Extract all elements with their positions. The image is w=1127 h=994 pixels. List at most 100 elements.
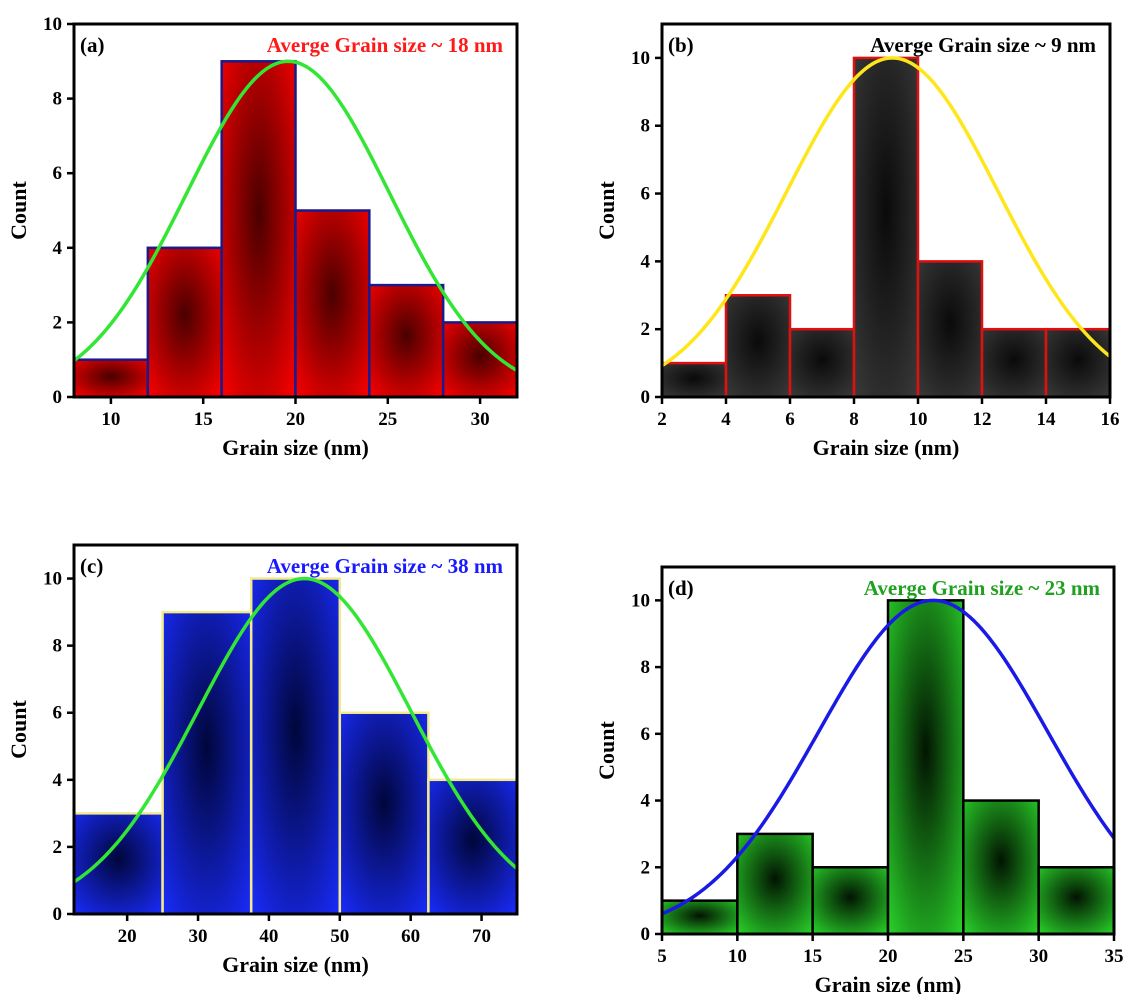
x-tick-label: 16 <box>1101 409 1120 430</box>
x-tick-label: 10 <box>728 946 747 967</box>
x-tick-label: 2 <box>657 409 667 430</box>
x-tick-label: 20 <box>286 409 305 430</box>
y-tick-label: 2 <box>53 312 63 333</box>
panel-d: 5 10 15 20 25 30 35 0 2 4 6 8 10 Grain size (nm) Count… <box>594 565 1124 994</box>
x-tick-label: 30 <box>189 926 208 947</box>
panel-label: (b) <box>668 33 694 57</box>
y-tick-label: 4 <box>641 791 651 812</box>
histogram-bar <box>161 610 253 916</box>
histogram-bar <box>1044 327 1112 399</box>
y-tick-label: 10 <box>631 48 650 69</box>
histogram-bar <box>811 866 890 936</box>
average-grain-size-annotation: Averge Grain size ~ 38 nm <box>267 554 504 578</box>
histogram-bar <box>788 327 856 399</box>
x-tick-label: 5 <box>657 946 667 967</box>
x-axis-label: Grain size (nm) <box>815 972 962 994</box>
x-tick-label: 50 <box>330 926 349 947</box>
histogram-bar <box>368 283 445 399</box>
histogram-bar <box>441 321 519 399</box>
histogram-bar <box>724 294 792 399</box>
x-tick-label: 20 <box>118 926 137 947</box>
panel-label: (c) <box>80 554 103 578</box>
x-tick-label: 60 <box>401 926 420 947</box>
histogram-bar <box>427 778 519 916</box>
plot-frame <box>660 22 1112 399</box>
y-tick-label: 0 <box>641 924 651 945</box>
x-axis-label: Grain size (nm) <box>222 435 369 460</box>
x-tick-label: 4 <box>721 409 731 430</box>
x-tick-label: 12 <box>973 409 992 430</box>
x-tick-label: 14 <box>1037 409 1057 430</box>
histogram-bar <box>962 799 1040 936</box>
x-tick-label: 70 <box>472 926 491 947</box>
histogram-bar <box>220 60 297 399</box>
y-tick-label: 2 <box>53 837 63 858</box>
y-axis-label: Count <box>594 180 619 239</box>
y-tick-label: 8 <box>53 636 63 657</box>
y-tick-label: 10 <box>43 14 62 35</box>
y-tick-label: 4 <box>53 238 63 259</box>
panel-c: 20 30 40 50 60 70 0 2 4 6 8 10 Grain size (nm) Count (… <box>6 543 519 977</box>
plot-frame <box>72 543 519 916</box>
panel-label: (a) <box>80 33 105 57</box>
y-tick-label: 10 <box>43 569 62 590</box>
y-tick-label: 6 <box>53 703 63 724</box>
histogram-bar <box>146 246 223 399</box>
gaussian-fit-curve <box>662 56 1110 368</box>
histogram-bar <box>660 899 739 936</box>
x-tick-label: 10 <box>909 409 928 430</box>
x-tick-label: 20 <box>879 946 898 967</box>
x-tick-label: 15 <box>803 946 822 967</box>
histogram-bar <box>72 358 150 399</box>
y-tick-label: 2 <box>641 319 651 340</box>
average-grain-size-annotation: Averge Grain size ~ 23 nm <box>864 576 1101 600</box>
y-tick-label: 8 <box>53 89 63 110</box>
y-tick-label: 6 <box>53 163 63 184</box>
gaussian-fit-curve <box>662 598 1114 916</box>
y-tick-label: 0 <box>53 904 63 925</box>
y-tick-label: 0 <box>53 387 63 408</box>
histogram-bar <box>916 260 984 399</box>
y-tick-label: 6 <box>641 184 651 205</box>
y-axis-label: Count <box>6 180 31 239</box>
y-tick-label: 8 <box>641 657 651 678</box>
x-tick-label: 8 <box>849 409 859 430</box>
histogram-bar <box>852 56 920 399</box>
histogram-bar <box>338 711 430 916</box>
x-axis-label: Grain size (nm) <box>813 435 960 460</box>
panel-a: 10 15 20 25 30 0 2 4 6 8 10 Grain size (nm) Count (a)… <box>6 14 519 460</box>
gaussian-fit-curve <box>74 59 517 373</box>
x-tick-label: 25 <box>378 409 397 430</box>
x-tick-label: 40 <box>259 926 278 947</box>
y-tick-label: 10 <box>631 590 650 611</box>
y-axis-label: Count <box>594 720 619 779</box>
panel-label: (d) <box>668 576 694 600</box>
histogram-bar <box>736 832 814 936</box>
histogram-bar <box>249 577 342 916</box>
y-tick-label: 6 <box>641 724 651 745</box>
histogram-bar <box>72 812 164 916</box>
x-tick-label: 6 <box>785 409 795 430</box>
histogram-bar <box>660 361 728 399</box>
x-axis-label: Grain size (nm) <box>222 952 369 977</box>
histogram-bar <box>294 209 371 399</box>
gaussian-fit-curve <box>74 576 517 884</box>
x-tick-label: 35 <box>1105 946 1124 967</box>
histogram-bar <box>980 327 1048 399</box>
y-axis-label: Count <box>6 699 31 758</box>
average-grain-size-annotation: Averge Grain size ~ 9 nm <box>870 33 1096 57</box>
y-tick-label: 4 <box>641 251 651 272</box>
x-tick-label: 15 <box>194 409 213 430</box>
x-tick-label: 30 <box>471 409 490 430</box>
histogram-bar <box>1037 866 1116 936</box>
x-tick-label: 30 <box>1029 946 1048 967</box>
y-tick-label: 8 <box>641 116 651 137</box>
y-tick-label: 0 <box>641 387 651 408</box>
y-tick-label: 4 <box>53 770 63 791</box>
x-tick-label: 10 <box>101 409 120 430</box>
y-tick-label: 2 <box>641 857 651 878</box>
average-grain-size-annotation: Averge Grain size ~ 18 nm <box>267 33 504 57</box>
histogram-bar <box>886 599 965 936</box>
